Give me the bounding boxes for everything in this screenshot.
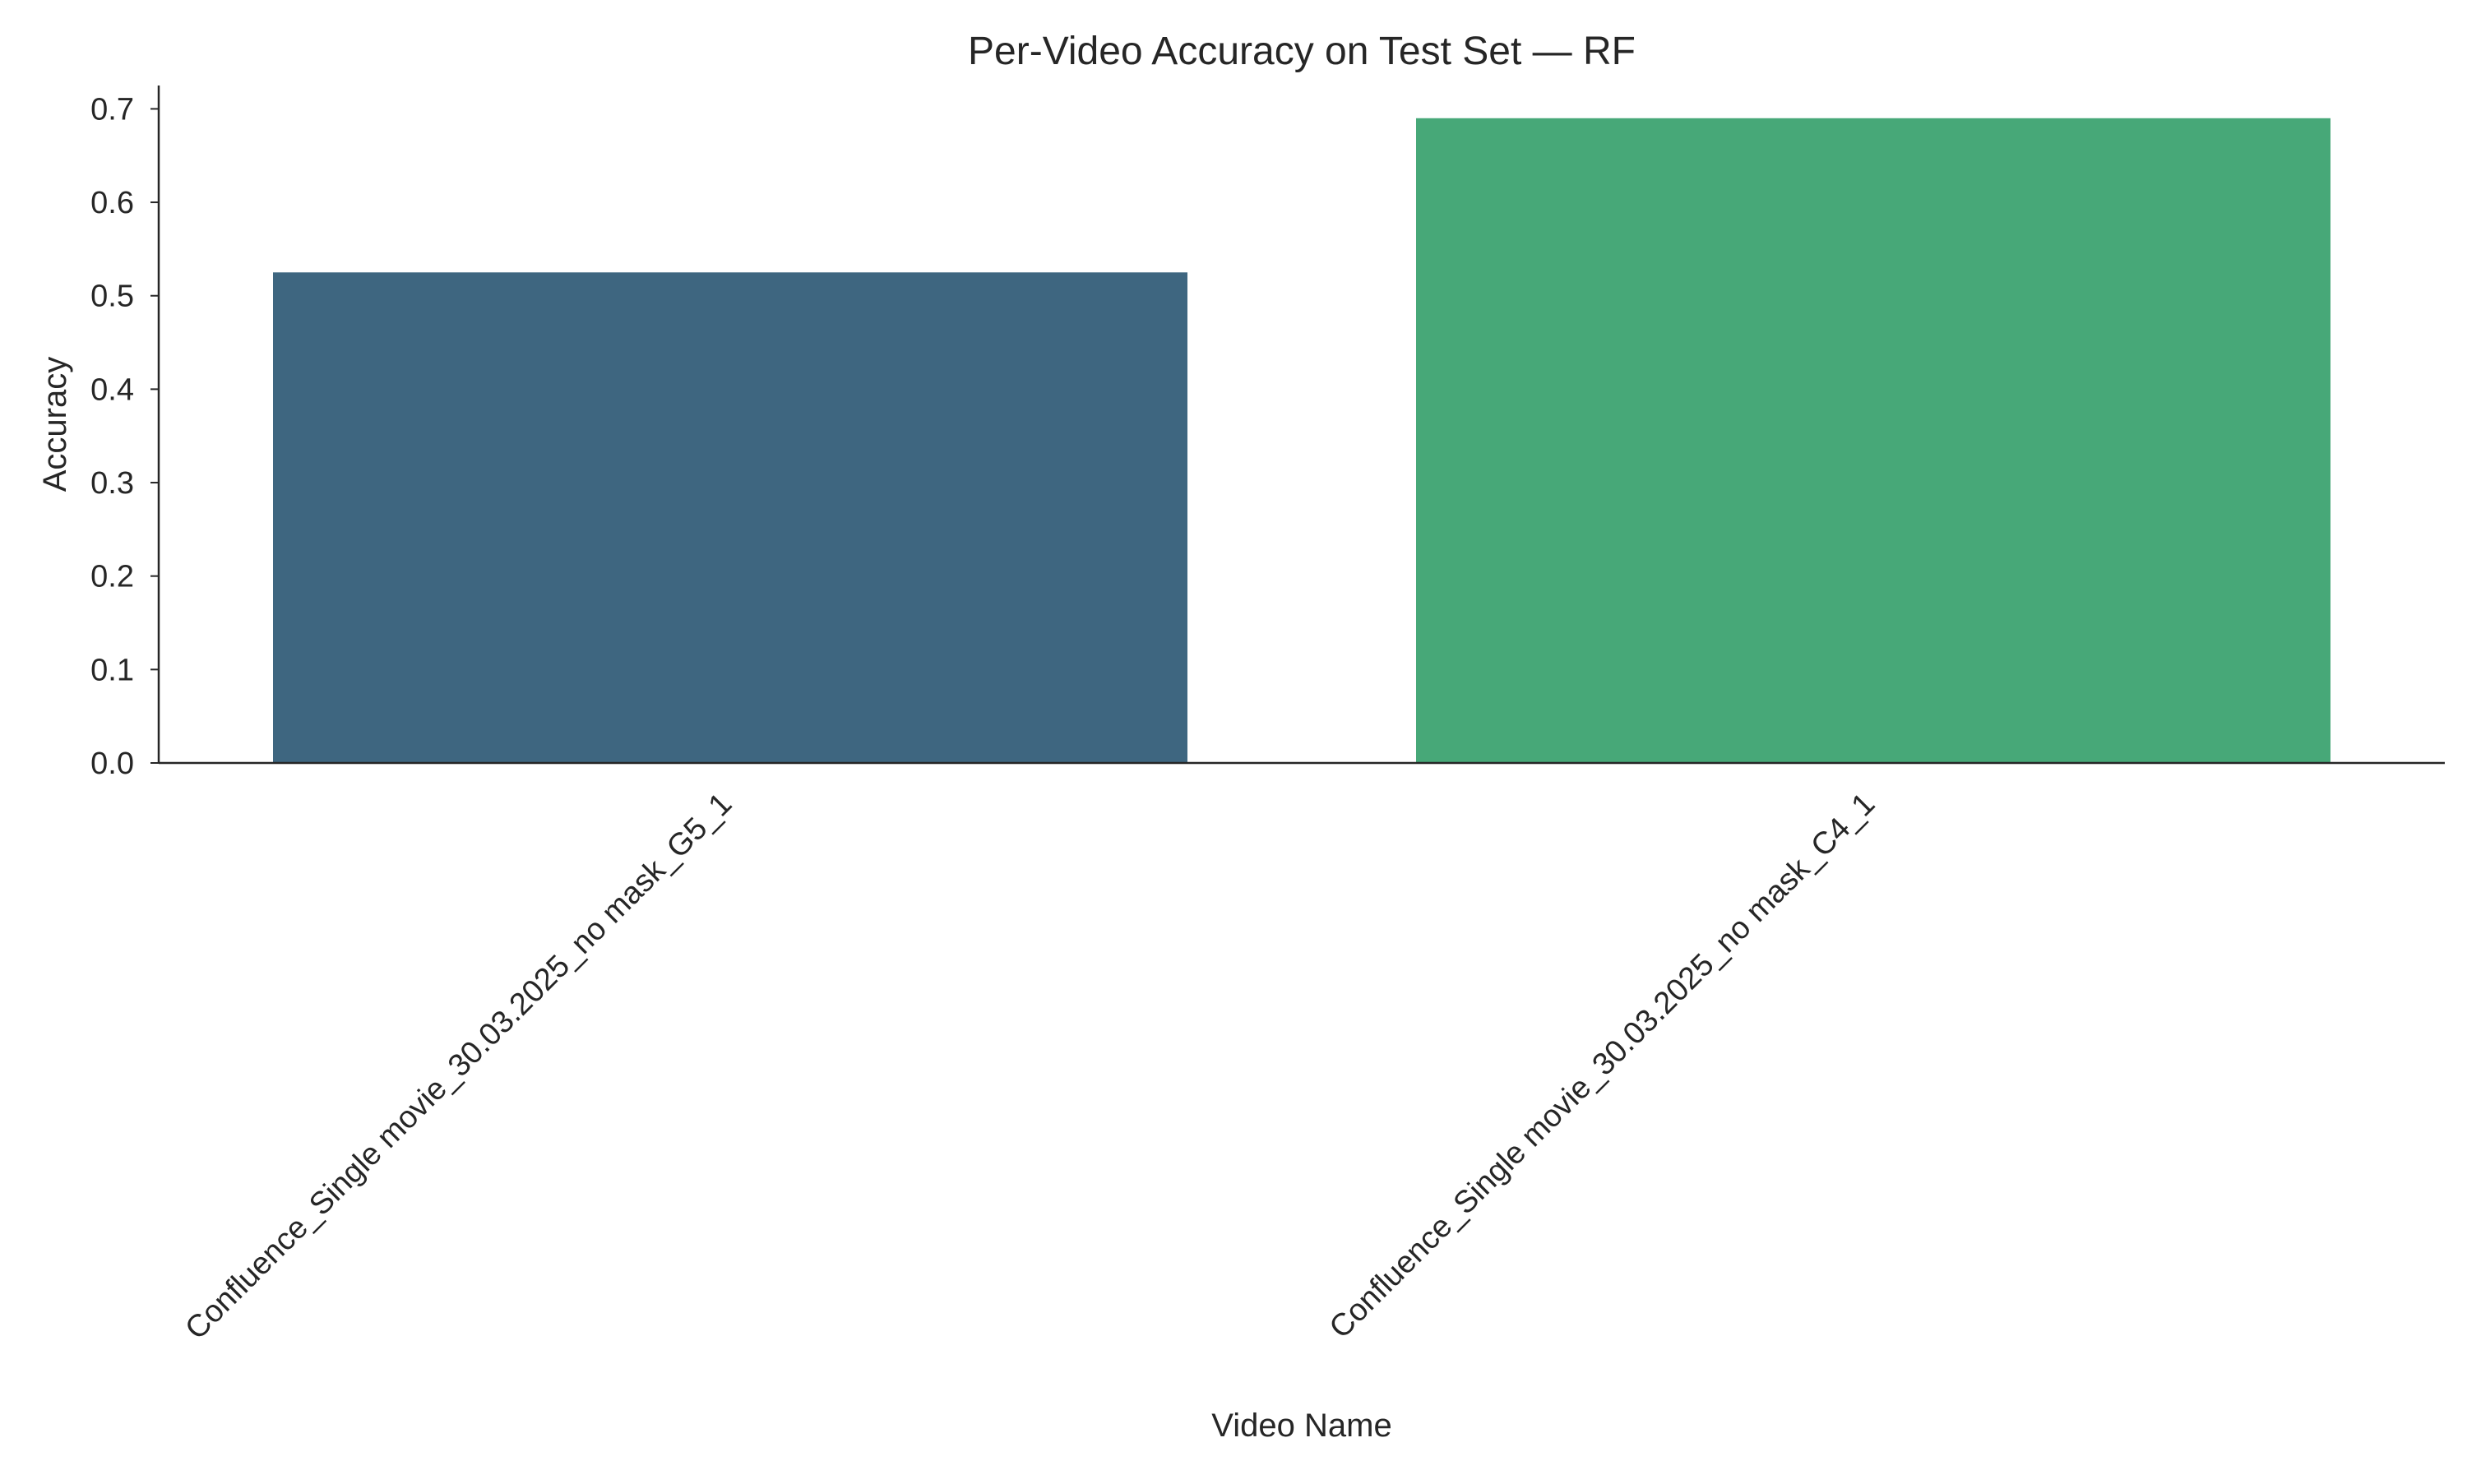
bar-2 xyxy=(1416,118,2330,764)
chart-title: Per-Video Accuracy on Test Set — RF xyxy=(968,30,1636,73)
y-axis-label: Accuracy xyxy=(37,357,73,492)
x-tick-label: Confluence_Single movie_30.03.2025_no ma… xyxy=(1323,787,1882,1346)
y-tick-label: 0.1 xyxy=(90,653,134,687)
x-ticks-group: Confluence_Single movie_30.03.2025_no ma… xyxy=(178,787,1881,1347)
y-tick-label: 0.7 xyxy=(90,92,134,127)
bars-group xyxy=(273,118,2330,764)
y-tick-label: 0.0 xyxy=(90,747,134,781)
y-tick-label: 0.4 xyxy=(90,372,134,407)
y-tick-label: 0.6 xyxy=(90,186,134,220)
y-ticks-group: 0.0 0.1 0.2 0.3 0.4 0.5 0.6 0.7 xyxy=(90,92,159,781)
y-tick-label: 0.5 xyxy=(90,280,134,314)
y-tick-label: 0.3 xyxy=(90,466,134,501)
x-axis-label: Video Name xyxy=(1211,1408,1391,1444)
y-tick-label: 0.2 xyxy=(90,560,134,594)
bar-1 xyxy=(273,272,1187,764)
x-tick-label: Confluence_Single movie_30.03.2025_no ma… xyxy=(178,787,738,1347)
